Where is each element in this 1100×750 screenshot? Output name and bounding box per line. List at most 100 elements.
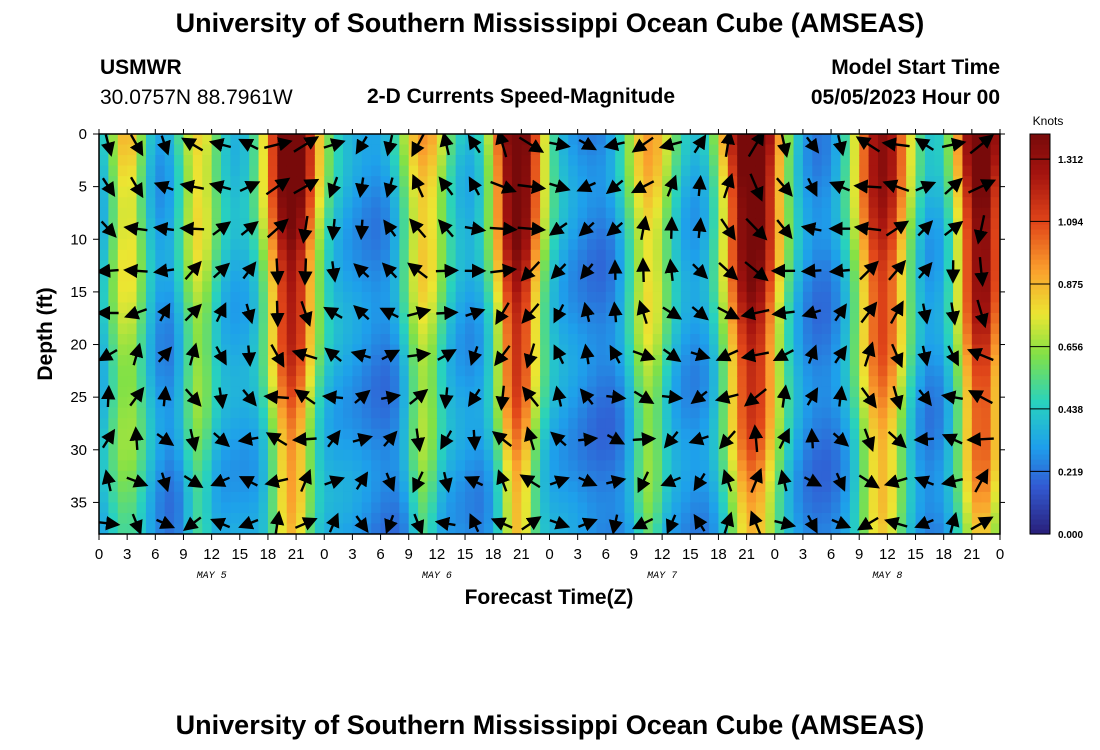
heatmap-cell	[408, 376, 419, 388]
heatmap-cell	[680, 428, 691, 440]
heatmap-cell	[296, 312, 307, 325]
heatmap-cell	[511, 397, 522, 409]
heatmap-cell	[221, 186, 231, 198]
heatmap-cell	[652, 270, 663, 282]
current-vector	[291, 432, 317, 447]
heatmap-cell	[202, 439, 213, 451]
heatmap-cell	[652, 155, 663, 167]
heatmap-cell	[652, 281, 663, 293]
heatmap-cell	[211, 312, 222, 325]
heatmap-cell	[643, 334, 654, 346]
heatmap-cell	[690, 502, 701, 514]
heatmap-cell	[530, 365, 541, 377]
heatmap-cell	[709, 155, 720, 167]
heatmap-cell	[962, 386, 973, 398]
heatmap-cell	[671, 302, 682, 314]
heatmap-cell	[455, 512, 466, 525]
heatmap-cell	[549, 460, 560, 472]
heatmap-cell	[483, 218, 494, 230]
current-vector	[609, 344, 623, 364]
heatmap-cell	[221, 512, 231, 525]
heatmap-cell	[765, 197, 776, 209]
heatmap-cell	[249, 291, 260, 304]
heatmap-cell	[277, 291, 288, 304]
heatmap-cell	[202, 134, 213, 146]
current-vector	[496, 469, 510, 492]
heatmap-cell	[352, 239, 363, 251]
heatmap-cell	[239, 365, 250, 377]
x-tick-label: 15	[907, 546, 924, 563]
heatmap-cell	[314, 449, 325, 461]
heatmap-cell	[145, 155, 156, 167]
heatmap-cell	[962, 207, 973, 219]
heatmap-cell	[934, 260, 945, 272]
heatmap-cell	[483, 270, 494, 282]
heatmap-cell	[267, 260, 278, 272]
heatmap-cell	[718, 281, 729, 293]
heatmap-cell	[174, 176, 185, 188]
heatmap-cell	[267, 249, 278, 261]
heatmap-cell	[474, 334, 485, 346]
heatmap-cell	[568, 239, 579, 251]
heatmap-cell	[427, 397, 438, 409]
heatmap-cell	[493, 302, 504, 314]
heatmap-cell	[183, 397, 194, 409]
heatmap-cell	[192, 334, 203, 346]
current-vector	[354, 515, 369, 533]
heatmap-cell	[502, 270, 513, 282]
heatmap-cell	[352, 386, 363, 398]
heatmap-cell	[812, 512, 823, 525]
heatmap-cell	[915, 481, 926, 493]
heatmap-cell	[493, 376, 504, 388]
heatmap-cell	[530, 523, 541, 534]
heatmap-cell	[277, 197, 288, 209]
heatmap-cell	[718, 376, 729, 388]
heatmap-cell	[465, 481, 476, 493]
heatmap-cell	[662, 281, 673, 293]
heatmap-cell	[502, 355, 513, 367]
heatmap-cell	[408, 512, 419, 525]
heatmap-cell	[690, 407, 701, 419]
heatmap-cell	[990, 344, 1000, 356]
current-vector	[945, 302, 960, 326]
heatmap-cell	[117, 165, 128, 177]
heatmap-cell	[652, 165, 663, 177]
heatmap-cell	[521, 323, 532, 335]
heatmap-cell	[577, 376, 588, 388]
heatmap-cell	[906, 144, 917, 156]
heatmap-cell	[343, 418, 354, 430]
heatmap-cell	[305, 439, 316, 451]
current-vector	[326, 261, 341, 283]
current-vector	[293, 178, 320, 195]
heatmap-cell	[755, 260, 766, 272]
heatmap-cell	[934, 134, 945, 146]
heatmap-cell	[277, 302, 288, 314]
heatmap-cell	[521, 407, 532, 419]
heatmap-cell	[502, 207, 513, 219]
heatmap-cell	[427, 155, 438, 167]
heatmap-cell	[793, 523, 804, 534]
heatmap-cell	[145, 312, 156, 325]
colorbar-segment	[1030, 494, 1050, 500]
current-vector	[383, 134, 398, 157]
heatmap-cell	[615, 281, 626, 293]
heatmap-cell	[784, 302, 795, 314]
heatmap-cell	[239, 460, 250, 472]
heatmap-cell	[868, 134, 879, 146]
heatmap-cell	[183, 365, 194, 377]
heatmap-cell	[990, 334, 1000, 346]
heatmap-cell	[361, 155, 372, 167]
heatmap-cell	[680, 249, 691, 261]
heatmap-cell	[286, 260, 297, 272]
heatmap-cell	[727, 418, 738, 430]
heatmap-cell	[793, 428, 804, 440]
heatmap-cell	[577, 397, 588, 409]
heatmap-cell	[324, 207, 335, 219]
heatmap-cell	[371, 418, 382, 430]
heatmap-cell	[136, 418, 147, 430]
heatmap-cell	[690, 323, 701, 335]
heatmap-cell	[221, 207, 231, 219]
heatmap-cell	[709, 291, 720, 304]
heatmap-cell	[267, 144, 278, 156]
current-vector	[881, 137, 910, 152]
